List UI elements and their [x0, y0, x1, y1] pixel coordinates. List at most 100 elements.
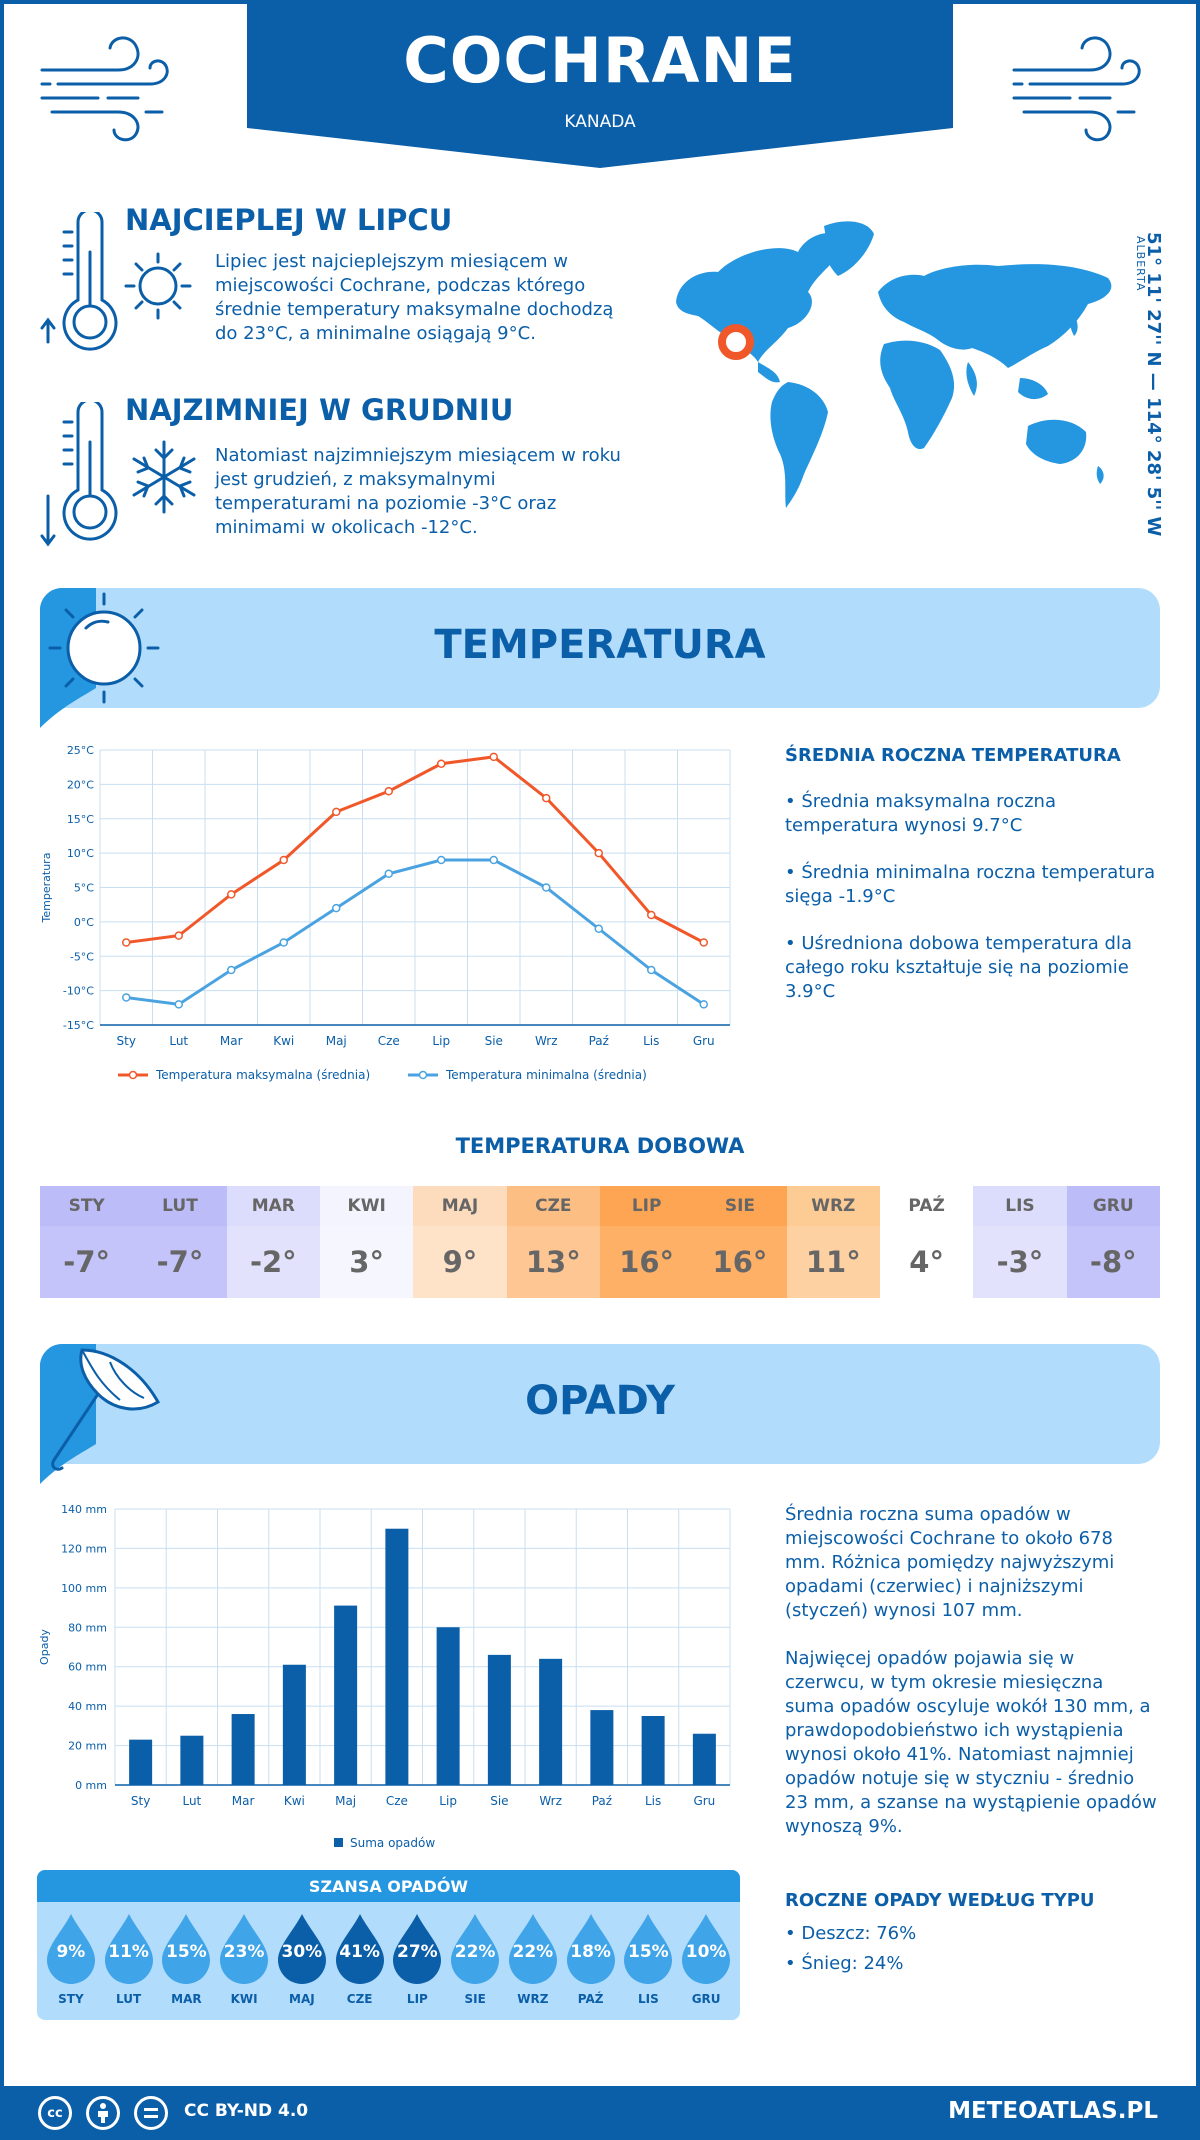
- precip-chance-item: 41% CZE: [331, 1912, 389, 2006]
- temp-side-avg: • Uśredniona dobowa temperatura dla całeg…: [785, 933, 1133, 1002]
- data-point: [122, 993, 131, 1002]
- x-tick-label: Mar: [220, 1034, 243, 1048]
- data-point: [647, 965, 656, 975]
- precip-chance-month: PAŹ: [577, 1992, 604, 2006]
- raindrop-icon: [451, 1914, 500, 1984]
- precip-bar: [231, 1714, 255, 1785]
- raindrop-icon: [277, 1914, 326, 1984]
- temperature-chart: -15°C -10°C -5°C 0°C 5°C 10°C 15°C 20°C 25°C Sty L…: [40, 744, 731, 1082]
- data-point: [332, 807, 341, 817]
- daily-temp-value: 3°: [319, 1226, 414, 1298]
- temp-side-heading: ŚREDNIA ROCZNA TEMPERATURA: [785, 745, 1121, 766]
- daily-temp-value: -8°: [1066, 1226, 1160, 1298]
- coldest-text: Natomiast najzimniejszym miesiącem w rok…: [215, 445, 621, 538]
- precip-chance-month: MAR: [171, 1992, 202, 2006]
- precip-bar: [692, 1733, 716, 1785]
- precip-chance-value: 22%: [454, 1942, 496, 1962]
- y-tick-label: 120 mm: [61, 1542, 107, 1555]
- precip-side-summary: Średnia roczna suma opadów w miejscowości…: [785, 1504, 1115, 1621]
- precip-chance-month: MAJ: [289, 1992, 315, 2006]
- daily-temp-value: 13°: [506, 1226, 600, 1298]
- daily-month-label: MAJ: [413, 1186, 507, 1226]
- precip-bar: [641, 1716, 665, 1785]
- data-point: [384, 787, 393, 796]
- temp-side-max: • Średnia maksymalna roczna temperatura w…: [785, 791, 1056, 836]
- x-tick-label: Lut: [182, 1794, 201, 1808]
- y-tick-label: 80 mm: [68, 1621, 107, 1634]
- precipitation-chart: 0 mm 20 mm 40 mm 60 mm 80 mm 100 mm 120 mm 140 …: [38, 1503, 731, 1850]
- data-point: [699, 1000, 708, 1009]
- precip-chance-item: 23% KWI: [215, 1912, 273, 2006]
- precip-bar: [334, 1605, 358, 1785]
- warmest-text: Lipiec jest najcieplejszym miesiącem w mi…: [215, 251, 614, 344]
- daily-temp-value: 16°: [599, 1226, 694, 1298]
- raindrop-shape: [277, 1914, 326, 1984]
- daily-temp-value: -7°: [40, 1226, 134, 1298]
- data-point: [384, 869, 393, 878]
- raindrop-shape: [220, 1914, 269, 1984]
- y-tick-label: 140 mm: [61, 1503, 107, 1516]
- precip-chance-month: KWI: [230, 1992, 258, 2006]
- data-point: [227, 965, 236, 975]
- daily-month-label: STY: [40, 1186, 134, 1226]
- precip-chance-item: 22% WRZ: [504, 1912, 562, 2006]
- raindrop-shape: [162, 1914, 211, 1984]
- temperature-title: TEMPERATURA: [434, 622, 766, 668]
- daily-month-label: KWI: [319, 1186, 414, 1226]
- x-tick-label: Gru: [693, 1794, 715, 1808]
- data-point: [647, 910, 656, 920]
- x-tick-label: Sie: [485, 1034, 503, 1048]
- daily-month-label: GRU: [1066, 1186, 1160, 1226]
- precip-chance-month: LIP: [406, 1992, 428, 2006]
- raindrop-icon: [220, 1914, 269, 1984]
- raindrop-shape: [624, 1914, 673, 1984]
- daily-temp-cell: LIP 16°: [599, 1186, 694, 1298]
- daily-temp-title: TEMPERATURA DOBOWA: [455, 1134, 745, 1158]
- data-point: [122, 938, 131, 947]
- daily-month-label: MAR: [226, 1186, 320, 1226]
- y-tick-label: 20°C: [67, 778, 94, 791]
- x-tick-label: Sty: [117, 1034, 136, 1048]
- daily-month-label: SIE: [693, 1186, 787, 1226]
- raindrop-shape: [682, 1914, 731, 1984]
- coldest-title: NAJZIMNIEJ W GRUDNIU: [125, 393, 514, 427]
- x-tick-label: Wrz: [535, 1034, 558, 1048]
- precip-chance-item: 27% LIP: [389, 1912, 447, 2006]
- x-tick-label: Sie: [490, 1794, 508, 1808]
- daily-temp-table: STY -7° LUT -7° MAR -2° KWI 3° MAJ 9° CZE 13° LIP 16°…: [40, 1186, 1160, 1298]
- precip-chance-item: 11% LUT: [100, 1912, 158, 2006]
- precip-chance-item: 30% MAJ: [273, 1912, 331, 2006]
- brand-link[interactable]: METEOATLAS.PL: [948, 2098, 1158, 2124]
- precip-bar: [282, 1664, 306, 1785]
- daily-temp-cell: SIE 16°: [693, 1186, 787, 1298]
- series-line: [126, 858, 705, 1006]
- y-tick-label: 0°C: [74, 916, 94, 929]
- precip-chance-value: 18%: [570, 1942, 611, 1962]
- x-tick-label: Lip: [439, 1794, 457, 1808]
- data-point: [332, 903, 341, 913]
- raindrop-shape: [104, 1914, 153, 1984]
- precip-chance-month: LIS: [637, 1992, 659, 2006]
- thermometer-hot-icon: [40, 212, 192, 351]
- legend-label: Temperatura maksymalna (średnia): [155, 1068, 370, 1082]
- precip-chance-value: 41%: [339, 1942, 380, 1962]
- data-point: [174, 1000, 183, 1009]
- daily-temp-cell: LIS -3°: [973, 1186, 1067, 1298]
- precip-band: [40, 1344, 1160, 1464]
- x-tick-label: Lis: [645, 1794, 661, 1808]
- daily-temp-value: -7°: [133, 1226, 227, 1298]
- daily-month-label: LIP: [599, 1186, 694, 1226]
- x-tick-label: Cze: [378, 1034, 400, 1048]
- raindrop-icon: [682, 1914, 731, 1984]
- x-tick-label: Lis: [643, 1034, 659, 1048]
- data-point: [489, 752, 498, 762]
- precip-chance-value: 22%: [512, 1942, 554, 1962]
- daily-month-label: LUT: [133, 1186, 227, 1226]
- precip-bar: [539, 1658, 563, 1785]
- daily-temp-value: 11°: [786, 1226, 880, 1298]
- temperature-band: [40, 588, 1160, 708]
- x-tick-label: Kwi: [273, 1034, 294, 1048]
- daily-temp-cell: MAR -2°: [226, 1186, 320, 1298]
- daily-temp-cell: WRZ 11°: [786, 1186, 880, 1298]
- daily-temp-cell: PAŹ 4°: [879, 1186, 974, 1298]
